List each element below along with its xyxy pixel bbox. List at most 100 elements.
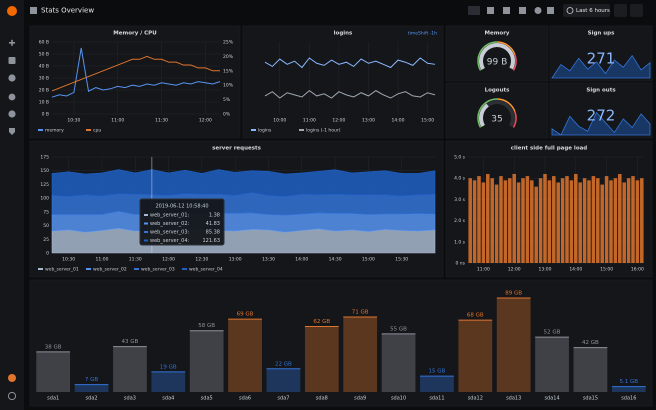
bar <box>556 182 560 263</box>
disk-value-label: 71 GB <box>352 310 369 316</box>
bar <box>578 182 582 263</box>
disk-value-label: 62 GB <box>313 319 330 325</box>
x-tick-label: 14:00 <box>295 257 308 263</box>
zoom-out[interactable] <box>614 4 627 17</box>
x-tick-label: 16:00 <box>631 267 644 273</box>
disk-value-label: 58 GB <box>198 323 215 329</box>
disk-name: sda15 <box>583 396 598 402</box>
x-tick-label: 11:00 <box>477 267 490 273</box>
tooltip-name: web_server_03: <box>150 230 190 236</box>
explore-icon[interactable] <box>8 74 16 82</box>
x-tick-label: 13:00 <box>229 257 242 263</box>
bar <box>516 182 521 263</box>
disk-name: sda7 <box>277 396 289 402</box>
disk-name: sda16 <box>621 396 636 402</box>
tooltip-value: 1.38 <box>209 213 220 219</box>
x-tick-label: 15:00 <box>600 267 613 273</box>
refresh[interactable] <box>630 4 643 17</box>
y-tick-label: 0 <box>46 251 49 257</box>
disk-name: sda14 <box>544 396 559 402</box>
line <box>264 89 436 99</box>
bar <box>481 182 486 263</box>
disk-value-label: 52 GB <box>544 330 561 336</box>
dashboards-icon[interactable] <box>8 57 16 64</box>
tv-mode[interactable] <box>547 7 554 14</box>
y-tick-label: 0 B <box>42 112 49 118</box>
disk-bar <box>343 317 378 392</box>
bar <box>530 180 534 263</box>
legend-label: cpu <box>93 129 101 134</box>
share[interactable] <box>503 7 510 14</box>
panel <box>445 82 549 139</box>
line <box>51 47 221 98</box>
bar <box>582 178 587 263</box>
help-icon[interactable] <box>7 391 17 401</box>
disk-name: sda6 <box>239 396 251 402</box>
settings[interactable] <box>534 7 542 14</box>
panel-title: client side full page load <box>511 146 588 152</box>
save[interactable] <box>519 7 526 14</box>
panel-title: Memory / CPU <box>113 31 156 37</box>
tooltip-name: web_server_04: <box>150 238 190 244</box>
config-icon[interactable] <box>8 110 16 118</box>
legend-swatch <box>251 129 256 131</box>
alerting-icon[interactable] <box>8 93 16 101</box>
bar <box>499 176 503 263</box>
disk-bar <box>611 386 646 392</box>
add-panel[interactable] <box>468 6 480 15</box>
legend-label: memory <box>45 128 64 134</box>
panel <box>445 25 549 82</box>
disk-bar <box>496 298 531 392</box>
panel-title: Logouts <box>485 88 511 94</box>
x-tick-label: 13:00 <box>539 267 552 273</box>
disk-value-label: 19 GB <box>160 364 177 370</box>
disk-name: sda10 <box>391 396 406 402</box>
bar <box>626 178 631 263</box>
y-tick-label: 10 B <box>39 100 49 106</box>
shield-icon[interactable] <box>9 128 15 135</box>
user-icon[interactable] <box>8 374 16 382</box>
disk-bar <box>381 333 416 392</box>
disk-name: sda9 <box>354 396 366 402</box>
bar <box>552 176 556 263</box>
tooltip-name: web_server_02: <box>150 221 190 227</box>
time-picker-bg[interactable] <box>563 4 610 17</box>
logo[interactable] <box>7 6 17 16</box>
gauge-threshold-green <box>477 41 498 71</box>
tooltip-name: web_server_01: <box>150 213 190 219</box>
gauge-value: 99 B <box>487 58 508 68</box>
disk-bar <box>458 320 493 392</box>
y-tick-label: 150 <box>40 168 49 174</box>
y-tick-label: 1.0 s <box>454 239 466 245</box>
x-tick-label: 11:30 <box>155 118 168 124</box>
x-tick-label: 14:00 <box>569 267 582 273</box>
dashboard-title[interactable]: Stats Overview <box>41 7 94 15</box>
star[interactable] <box>487 7 494 14</box>
x-tick-label: 12:00 <box>162 257 175 263</box>
disk-value-label: 38 GB <box>45 344 62 350</box>
x-tick-label: 15:00 <box>362 257 375 263</box>
gauge-threshold-orange <box>496 41 516 55</box>
bar <box>618 173 622 263</box>
legend-swatch <box>134 268 139 270</box>
bar <box>525 176 530 263</box>
bar <box>508 178 512 263</box>
x-tick-label: 13:30 <box>262 257 275 263</box>
disk-value-label: 7 GB <box>85 377 99 383</box>
legend-label: web_server_03 <box>141 267 175 273</box>
disk-value-label: 43 GB <box>122 339 139 345</box>
bar <box>609 180 613 263</box>
disk-bar <box>151 371 186 392</box>
x-tick-label: 10:30 <box>67 118 80 124</box>
disk-value-label: 55 GB <box>390 326 407 332</box>
bar <box>613 178 618 263</box>
stat-value: 272 <box>587 107 616 125</box>
x-tick-label: 10:30 <box>62 257 75 263</box>
y-tick-label: 100 <box>40 196 49 202</box>
time-range[interactable]: Last 6 hours <box>576 8 610 14</box>
bar <box>596 178 600 263</box>
x-tick-label: 12:30 <box>195 257 208 263</box>
x-tick-label: 15:30 <box>395 257 408 263</box>
